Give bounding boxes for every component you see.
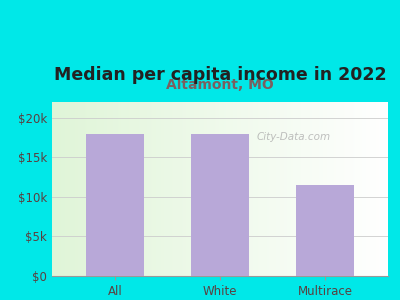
- Bar: [191, 134, 249, 276]
- Bar: [296, 185, 354, 276]
- Text: Median per capita income in 2022: Median per capita income in 2022: [54, 66, 386, 84]
- Bar: [86, 134, 144, 276]
- Text: Altamont, MO: Altamont, MO: [166, 77, 274, 92]
- Text: City-Data.com: City-Data.com: [257, 132, 331, 142]
